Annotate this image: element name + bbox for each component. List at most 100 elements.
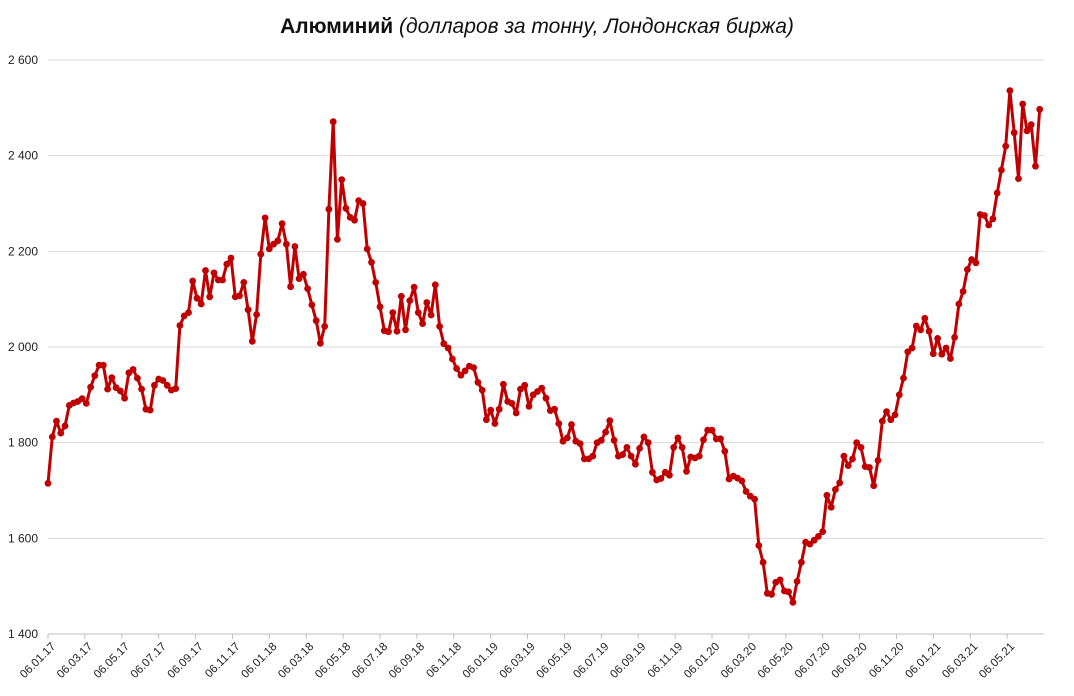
data-point <box>1032 162 1039 170</box>
data-point <box>163 381 171 389</box>
data-point <box>57 429 65 437</box>
data-point <box>146 406 154 414</box>
data-point <box>495 405 503 413</box>
data-point <box>568 421 575 428</box>
data-point <box>768 590 775 598</box>
data-point <box>410 283 418 291</box>
data-point <box>955 300 963 308</box>
data-point <box>406 297 414 304</box>
y-tick-label: 2 600 <box>8 53 38 67</box>
x-tick-label: 06.09.17 <box>166 641 206 681</box>
data-point <box>329 118 337 126</box>
data-point <box>389 309 397 316</box>
data-point <box>53 417 60 425</box>
data-point <box>925 327 933 335</box>
x-tick-label: 06.03.21 <box>940 641 980 681</box>
data-point <box>674 434 682 442</box>
data-point <box>959 288 967 295</box>
data-point <box>815 533 822 540</box>
data-point <box>849 455 856 463</box>
data-point <box>453 365 460 372</box>
data-point <box>857 444 865 451</box>
data-point <box>295 275 303 282</box>
x-tick-label: 06.01.21 <box>903 641 943 681</box>
data-point <box>823 491 831 499</box>
data-point <box>819 528 827 535</box>
data-point <box>538 384 546 392</box>
data-point <box>99 361 107 369</box>
data-point <box>666 471 673 479</box>
data-point <box>866 464 873 471</box>
data-point <box>134 374 141 382</box>
x-tick-label: 06.11.18 <box>424 641 464 681</box>
data-point <box>491 420 499 427</box>
gridlines <box>48 59 1044 635</box>
data-point <box>789 599 797 606</box>
data-point <box>427 311 435 319</box>
data-point <box>236 292 243 300</box>
data-point <box>917 326 924 334</box>
data-point <box>1019 100 1027 108</box>
data-point <box>623 444 631 451</box>
data-point <box>431 281 439 289</box>
data-point <box>342 204 350 212</box>
x-tick-label: 06.01.20 <box>682 641 722 681</box>
data-point <box>402 326 409 334</box>
data-point <box>351 216 358 224</box>
data-point <box>202 267 209 274</box>
data-point <box>521 381 529 389</box>
data-point <box>206 293 214 301</box>
data-point <box>227 254 235 262</box>
data-point <box>87 383 94 391</box>
data-point <box>283 240 290 248</box>
data-point <box>998 166 1005 174</box>
data-point <box>223 260 231 268</box>
data-point <box>895 391 903 399</box>
data-point <box>717 435 724 443</box>
data-point <box>334 236 341 243</box>
data-point <box>470 364 477 371</box>
data-point <box>844 462 852 469</box>
data-point <box>700 436 707 444</box>
data-point <box>742 488 750 495</box>
x-tick-label: 06.07.18 <box>350 641 390 681</box>
x-tick-label: 06.03.18 <box>276 641 316 681</box>
data-point <box>248 337 256 345</box>
data-point <box>827 503 835 511</box>
data-point <box>44 479 52 487</box>
data-point <box>278 220 286 228</box>
data-point <box>457 371 465 379</box>
y-tick-label: 1 800 <box>8 436 38 450</box>
data-point <box>644 439 652 447</box>
data-point <box>138 385 146 393</box>
data-point <box>308 301 316 309</box>
data-point <box>678 444 686 451</box>
data-point <box>444 344 452 352</box>
data-point <box>253 311 260 318</box>
data-point <box>619 451 626 458</box>
data-point <box>257 250 265 258</box>
data-point <box>338 176 346 184</box>
x-tick-label: 06.01.17 <box>18 641 58 681</box>
x-tick-label: 06.09.18 <box>387 641 427 681</box>
data-point <box>321 323 329 330</box>
data-point <box>172 385 180 392</box>
data-point <box>500 380 507 388</box>
data-point <box>261 214 269 222</box>
y-tick-label: 2 400 <box>8 149 38 163</box>
y-tick-label: 1 400 <box>8 627 38 641</box>
data-point <box>151 381 158 389</box>
data-point <box>785 588 792 596</box>
data-point <box>325 205 333 213</box>
x-tick-label: 06.05.18 <box>313 641 353 681</box>
data-point <box>219 276 226 284</box>
data-point <box>393 327 401 335</box>
x-tick-label: 06.05.17 <box>92 641 132 681</box>
data-point <box>129 366 137 373</box>
data-point <box>508 400 516 407</box>
data-point <box>708 426 716 434</box>
data-point <box>159 377 167 384</box>
data-point <box>972 259 980 267</box>
x-tick-label: 06.03.20 <box>719 641 759 681</box>
